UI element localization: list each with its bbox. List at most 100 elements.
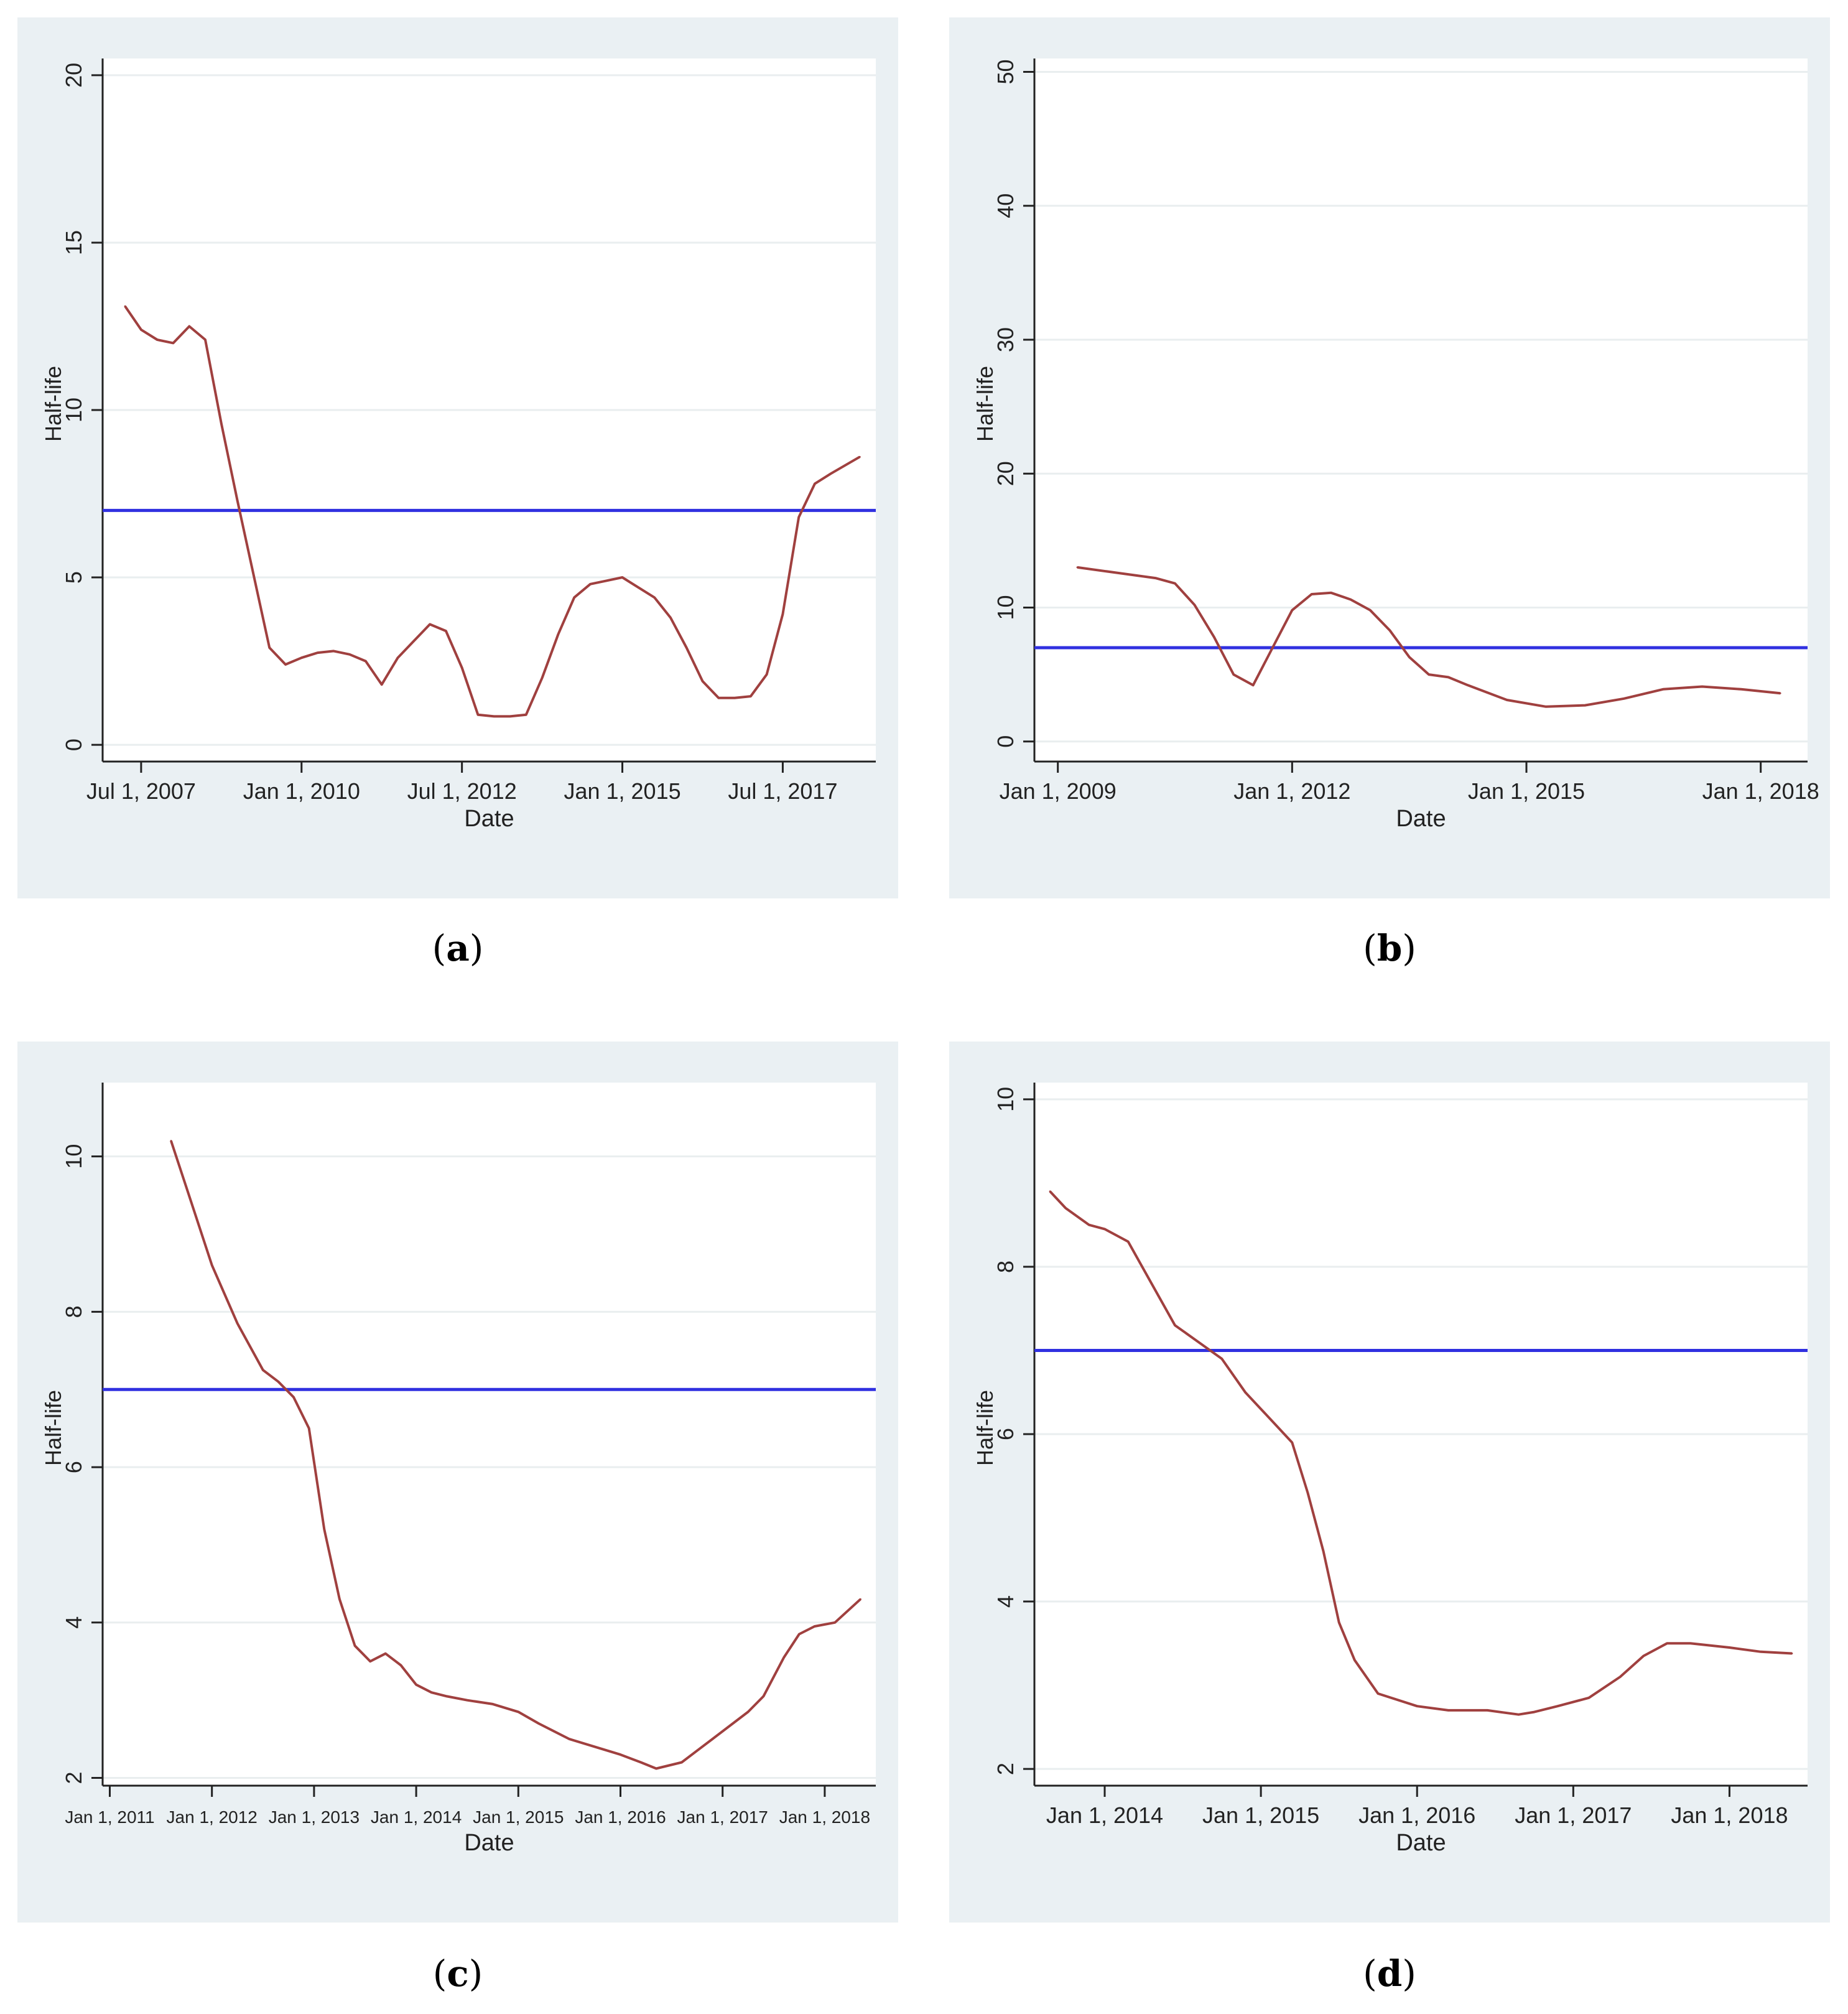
x-axis-title: Date — [1396, 806, 1446, 832]
y-tick-label-4: 40 — [993, 193, 1018, 218]
data-point-42 — [797, 516, 800, 518]
data-point-38 — [733, 697, 736, 699]
data-point-9 — [338, 1598, 341, 1600]
chart-panel-b: 0 10 20 30 40 50 Jan 1, 2009 Jan 1, 2012 Jan 1, … — [949, 17, 1830, 898]
data-point-21 — [1517, 1713, 1520, 1716]
data-point-36 — [859, 1598, 861, 1600]
x-tick-label-3: Jan 1, 2017 — [1515, 1802, 1632, 1828]
data-point-25 — [655, 1768, 657, 1770]
x-tick-label-4: Jan 1, 2018 — [1671, 1802, 1788, 1828]
data-point-37 — [717, 697, 720, 699]
data-point-21 — [568, 1738, 570, 1740]
data-point-10 — [284, 663, 287, 666]
data-point-14 — [415, 1684, 417, 1686]
data-point-19 — [429, 623, 431, 625]
plot-area — [1034, 58, 1808, 762]
data-point-4 — [188, 325, 190, 327]
y-tick-label-5: 50 — [993, 60, 1018, 85]
data-point-18 — [1416, 1705, 1418, 1707]
caption-d: (d) — [949, 1952, 1830, 1995]
data-point-10 — [354, 1644, 356, 1647]
data-point-17 — [1377, 1692, 1379, 1695]
data-point-33 — [653, 596, 656, 599]
data-point-6 — [292, 1396, 295, 1399]
data-point-13 — [399, 1664, 402, 1666]
data-point-1 — [140, 329, 142, 331]
x-axis-title: Date — [1396, 1830, 1446, 1856]
data-point-12 — [1291, 1441, 1293, 1443]
x-tick-label-2: Jan 1, 2013 — [269, 1807, 360, 1827]
y-tick-label-3: 8 — [993, 1261, 1018, 1273]
data-point-0 — [124, 305, 126, 307]
x-axis-title: Date — [464, 806, 514, 832]
y-tick-label-3: 8 — [61, 1305, 86, 1318]
data-point-8 — [252, 573, 254, 576]
data-point-26 — [541, 676, 544, 679]
data-point-41 — [781, 613, 784, 615]
data-point-3 — [1174, 582, 1176, 585]
data-point-8 — [1271, 646, 1274, 649]
data-point-10 — [1260, 1408, 1262, 1410]
data-point-20 — [1486, 1709, 1488, 1712]
y-tick-label-2: 20 — [993, 461, 1018, 486]
data-point-11 — [1275, 1425, 1278, 1427]
data-point-2 — [156, 338, 159, 341]
x-tick-label-4: Jul 1, 2017 — [728, 778, 837, 804]
data-point-16 — [1353, 1659, 1356, 1661]
y-tick-label-3: 15 — [61, 230, 86, 255]
data-point-14 — [1388, 629, 1391, 632]
data-point-5 — [1150, 1282, 1153, 1285]
data-point-19 — [1447, 1709, 1449, 1712]
data-point-24 — [1587, 1697, 1590, 1699]
data-point-8 — [323, 1528, 325, 1531]
x-tick-label-1: Jan 1, 2012 — [167, 1807, 258, 1827]
y-tick-label-0: 2 — [61, 1771, 86, 1784]
chart-b: 0 10 20 30 40 50 Jan 1, 2009 Jan 1, 2012 Jan 1, … — [972, 58, 1819, 832]
y-axis-title: Half-life — [40, 1390, 66, 1466]
data-point-1 — [1115, 572, 1118, 574]
data-point-16 — [1428, 673, 1430, 676]
data-point-14 — [348, 653, 351, 656]
data-point-23 — [619, 1753, 621, 1756]
data-point-44 — [830, 472, 832, 475]
data-point-25 — [1619, 1676, 1622, 1678]
caption-d-open: ( — [1363, 1952, 1377, 1995]
data-point-3 — [1103, 1228, 1106, 1230]
x-axis-title: Date — [464, 1830, 514, 1856]
chart-panel-a: 0 5 10 15 20 Jul 1, 2007 Jan 1, 2010 Jul 1, 201… — [17, 17, 898, 898]
data-point-43 — [814, 482, 816, 485]
x-tick-label-0: Jan 1, 2014 — [1046, 1802, 1163, 1828]
data-point-17 — [1447, 676, 1449, 678]
x-tick-label-1: Jan 1, 2012 — [1233, 778, 1350, 804]
data-point-33 — [798, 1633, 801, 1636]
data-point-4 — [1127, 1241, 1130, 1243]
data-point-45 — [858, 455, 861, 458]
data-point-9 — [268, 646, 271, 649]
data-point-5 — [204, 338, 207, 341]
caption-d-close: ) — [1402, 1952, 1416, 1995]
data-point-16 — [445, 1695, 448, 1697]
data-point-31 — [1791, 1652, 1793, 1654]
data-point-11 — [300, 656, 303, 659]
data-point-13 — [1369, 609, 1372, 612]
x-tick-label-7: Jan 1, 2018 — [779, 1807, 870, 1827]
caption-d-letter: d — [1377, 1952, 1403, 1995]
data-point-23 — [1662, 688, 1665, 691]
caption-b-open: ( — [1363, 927, 1377, 969]
y-tick-label-0: 2 — [993, 1763, 1018, 1775]
data-point-26 — [1779, 692, 1781, 694]
data-point-1 — [1064, 1207, 1067, 1210]
data-point-15 — [430, 1691, 433, 1694]
data-point-19 — [517, 1710, 519, 1713]
data-point-12 — [384, 1653, 387, 1655]
data-point-7 — [1252, 684, 1255, 686]
data-point-8 — [1220, 1358, 1223, 1360]
x-tick-label-2: Jul 1, 2012 — [407, 778, 517, 804]
data-point-19 — [1506, 699, 1508, 701]
data-point-18 — [412, 640, 415, 642]
y-tick-label-3: 30 — [993, 327, 1018, 352]
data-point-0 — [1076, 566, 1079, 569]
data-point-7 — [308, 1427, 310, 1430]
data-point-13 — [1306, 1491, 1309, 1494]
chart-d: 2 4 6 8 10 Jan 1, 2014 Jan 1, 2015 Jan 1, 2016 J… — [972, 1083, 1808, 1856]
